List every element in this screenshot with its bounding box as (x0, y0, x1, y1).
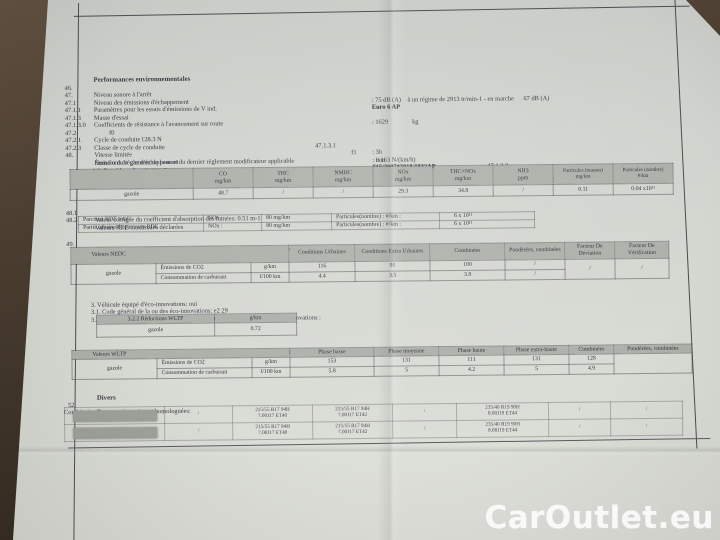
phase-high-value: 111 (438, 355, 505, 366)
eco-reduction-value: 0.72 (214, 322, 297, 337)
watermark: CarOutlet.eu (484, 500, 714, 536)
particles-number-value: 0.04 x10¹¹ (613, 183, 674, 195)
hdr-unit: mg/km (575, 173, 591, 180)
deviation-value: / (564, 258, 616, 279)
phase-extra-high-value: 131 (503, 354, 570, 365)
col-nh3: NH3 ppm (492, 164, 554, 186)
rim-size: 8.00J19 ET44 (487, 410, 518, 417)
paper-fold-vertical (378, 0, 404, 540)
rim-size: 7.00J17 ET40 (257, 412, 288, 420)
col-weighted-combined: Pondérées, combinées (504, 241, 565, 260)
weighted-value: / (504, 258, 566, 270)
unit: l/100 km (252, 367, 291, 378)
hdr-unit: mg/km (214, 177, 232, 185)
thc-value: / (253, 186, 314, 199)
separator-slash: / (164, 405, 233, 424)
combined-value: 3.8 (430, 269, 506, 281)
rde-pollutant: NOx : (203, 222, 262, 232)
redaction-box (73, 427, 158, 440)
phase-low-value: 5.8 (290, 366, 375, 378)
separator-slash: / (548, 418, 611, 437)
separator-slash: / (164, 422, 233, 441)
co-value: 48.7 (193, 187, 254, 200)
rde-nox-value: 80 mg/km (261, 221, 332, 231)
unit: l/100 km (251, 271, 290, 283)
urban-value: 4.4 (289, 271, 356, 282)
metric-label: Consommation de carburant (156, 272, 252, 284)
separator-slash: / (548, 401, 611, 420)
hdr-unit: mg/km (334, 176, 352, 183)
particles-mass-value: 0.11 (553, 183, 614, 196)
unit: g/km (250, 261, 290, 273)
redacted-cell (64, 423, 165, 442)
nmhc-value: / (313, 186, 374, 198)
hdr-unit: #/km (637, 172, 649, 179)
hdr-unit: ppm (517, 174, 529, 181)
col-deviation-factor: Facteur De Déviation (564, 241, 615, 259)
col-nmhc: NMHC mg/km (312, 166, 374, 187)
fuel-label: gazole (70, 188, 194, 201)
col-co: CO mg/km (192, 167, 254, 189)
tire-spec: 215/55 R17 94H 7.00J17 ET40 (232, 422, 313, 440)
fuel-label: gazole (70, 263, 157, 285)
tire-spec: 215/55 R17 94H 7.00J17 ET40 (232, 405, 313, 423)
combined-value: 4.9 (569, 363, 615, 375)
nedc-table: Valeurs NEDC Conditions Urbaines Conditi… (70, 240, 670, 285)
combined-value: 128 (568, 353, 615, 365)
unit: g/km (251, 357, 291, 368)
verification-value: / (614, 257, 670, 279)
tires-table: / 215/55 R17 94H 7.00J17 ET40 215/55 R17 … (64, 401, 683, 442)
thc-nox-value: 34.8 (433, 185, 494, 197)
urban-value: 116 (288, 261, 356, 272)
fuel-label: gazole (71, 358, 158, 380)
tire-spec: 235/40 R19 90H 8.00J19 ET44 (456, 419, 549, 438)
metric-label: Consommation de carburant (157, 367, 253, 379)
separator-slash: / (610, 401, 683, 419)
col-urban: Conditions Urbaines (288, 244, 355, 262)
rim-size: 7.00J17 ET40 (258, 429, 288, 437)
col-verification-factor: Facteur De Vérification (614, 240, 669, 259)
phase-high-value: 4.2 (439, 364, 505, 376)
paper-crease-horizontal (13, 446, 720, 456)
weighted-value: / (505, 268, 566, 280)
nh3-value: / (493, 184, 554, 197)
empty-corner-cell (69, 168, 194, 190)
separator-slash: / (610, 418, 683, 436)
col-combined: Combinées (568, 344, 614, 355)
redacted-cell (64, 406, 165, 425)
line-number: 48.2 (65, 216, 78, 225)
fuel-label: gazole (96, 323, 215, 338)
eco-row-gazole: gazole 0.72 (96, 322, 297, 338)
rim-size: 8.00J19 ET44 (488, 427, 518, 434)
col-particles-number: Particules (nombre) #/km (612, 163, 674, 184)
tire-spec: 235/40 R19 90H 8.00J19 ET44 (456, 402, 549, 421)
redaction-box (72, 410, 158, 423)
hdr-unit: mg/km (274, 177, 292, 184)
weighted-value (613, 353, 693, 374)
eco-table: 3.2.2 Réductions WLTP g/km gazole 0.72 (96, 313, 297, 338)
hdr-unit: mg/km (454, 175, 472, 182)
phase-extra-high-value: 5 (504, 364, 570, 375)
col-combined: Combinées (429, 242, 505, 261)
col-particles-mass: Particules (masses) mg/km (552, 163, 614, 185)
col-thc-nox: THC+NOx mg/km (432, 165, 494, 186)
col-thc: THC mg/km (252, 166, 314, 188)
